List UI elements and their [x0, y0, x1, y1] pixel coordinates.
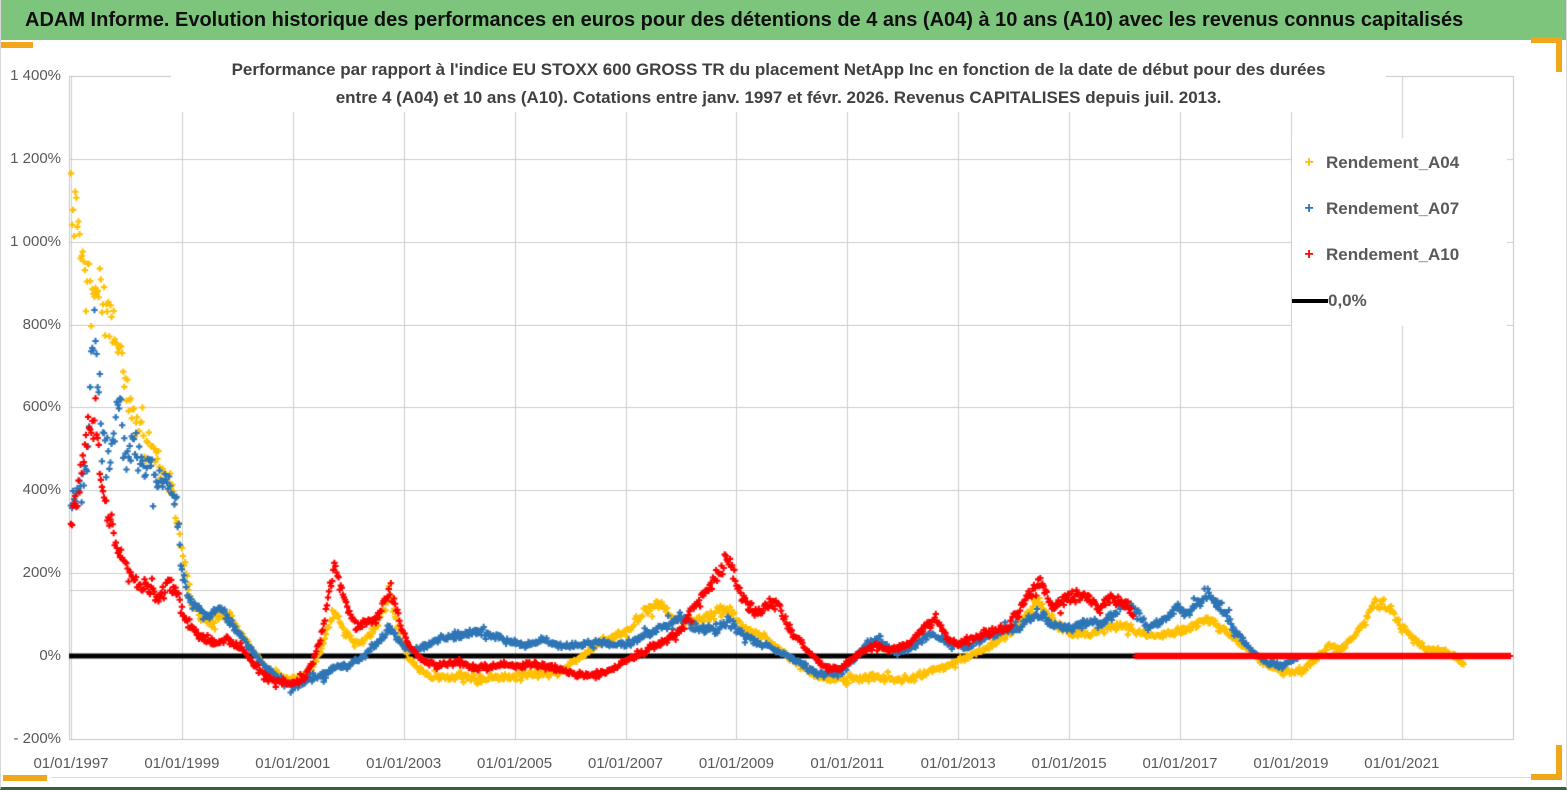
y-tick-label: 200%: [22, 564, 61, 582]
legend: + Rendement_A04 + Rendement_A07 + Rendem…: [1292, 138, 1507, 326]
plus-marker-icon: +: [1304, 246, 1314, 263]
y-tick-label: 1 400%: [10, 66, 61, 84]
x-tick-label: 01/01/2001: [255, 755, 331, 772]
selection-accent-top-right-v: [1556, 37, 1562, 72]
x-tick-label: 01/01/2005: [477, 755, 553, 772]
zero-line-swatch-icon: [1292, 299, 1328, 303]
x-tick-label: 01/01/2021: [1364, 755, 1440, 772]
header-bar: ADAM Informe. Evolution historique des p…: [1, 0, 1566, 40]
selection-accent-bottom-right-h: [1531, 774, 1562, 780]
chart-title-line1: Performance par rapport à l'indice EU ST…: [231, 60, 1326, 79]
legend-label: Rendement_A04: [1326, 153, 1460, 172]
x-tick-label: 01/01/2015: [1031, 755, 1107, 772]
y-tick-label: 600%: [22, 398, 61, 416]
legend-label: 0,0%: [1328, 291, 1367, 310]
plus-marker-icon: +: [1304, 200, 1314, 217]
x-tick-label: 01/01/1997: [33, 755, 109, 772]
x-tick-label: 01/01/2009: [698, 755, 774, 772]
y-tick-label: 400%: [22, 481, 61, 499]
x-tick-label: 01/01/2011: [810, 755, 885, 772]
legend-label: Rendement_A10: [1326, 245, 1460, 264]
header-title: ADAM Informe. Evolution historique des p…: [25, 8, 1464, 31]
x-tick-label: 01/01/2019: [1253, 755, 1329, 772]
y-tick-label: 1 200%: [10, 149, 61, 167]
x-tick-label: 01/01/1999: [144, 755, 220, 772]
y-tick-label: - 200%: [13, 729, 61, 747]
chart-area: Performance par rapport à l'indice EU ST…: [1, 40, 1566, 787]
chart-title-line2: entre 4 (A04) et 10 ans (A10). Cotations…: [335, 88, 1222, 107]
chart-title: Performance par rapport à l'indice EU ST…: [171, 56, 1386, 112]
legend-item-a10: + Rendement_A10: [1292, 232, 1507, 278]
legend-item-zero-line: 0,0%: [1292, 278, 1507, 324]
x-tick-label: 01/01/2017: [1142, 755, 1218, 772]
x-tick-label: 01/01/2007: [587, 755, 664, 772]
selection-accent-bottom-right-v: [1556, 745, 1562, 780]
legend-item-a04: + Rendement_A04: [1292, 140, 1507, 186]
plus-marker-icon: +: [1304, 154, 1314, 171]
legend-item-a07: + Rendement_A07: [1292, 186, 1507, 232]
selection-accent-top-right-h: [1531, 37, 1562, 43]
y-tick-label: 0%: [39, 647, 61, 664]
y-tick-label: 800%: [22, 315, 61, 333]
x-tick-label: 01/01/2003: [366, 755, 442, 772]
chart-frame-bottom-border: [51, 777, 1551, 778]
legend-label: Rendement_A07: [1326, 199, 1460, 218]
selection-accent-bottom-left: [3, 775, 47, 781]
x-tick-label: 01/01/2013: [920, 755, 996, 772]
y-tick-label: 1 000%: [10, 232, 61, 250]
selection-accent-top-left: [1, 42, 33, 48]
